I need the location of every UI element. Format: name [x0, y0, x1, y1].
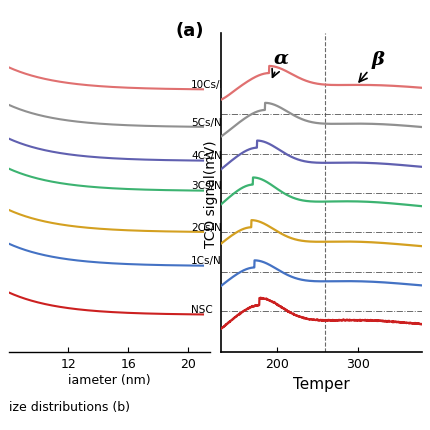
Text: β: β [358, 51, 384, 83]
Y-axis label: TCD signal(mV): TCD signal(mV) [203, 140, 217, 247]
Text: 3Cs/NSC: 3Cs/NSC [190, 181, 235, 191]
Text: (a): (a) [175, 22, 204, 40]
X-axis label: iameter (nm): iameter (nm) [68, 373, 150, 386]
Text: NSC: NSC [190, 304, 212, 314]
Text: 5Cs/NSC: 5Cs/NSC [190, 117, 235, 127]
Text: α: α [271, 50, 288, 78]
Text: 2Cs/NSC: 2Cs/NSC [190, 222, 235, 232]
Text: ize distributions (b): ize distributions (b) [9, 400, 129, 413]
Text: 4Cs/NSC: 4Cs/NSC [190, 151, 235, 161]
Text: 1Cs/NSC: 1Cs/NSC [190, 256, 235, 266]
X-axis label: Temper: Temper [292, 376, 349, 391]
Text: 10Cs/NSC: 10Cs/NSC [190, 80, 242, 90]
